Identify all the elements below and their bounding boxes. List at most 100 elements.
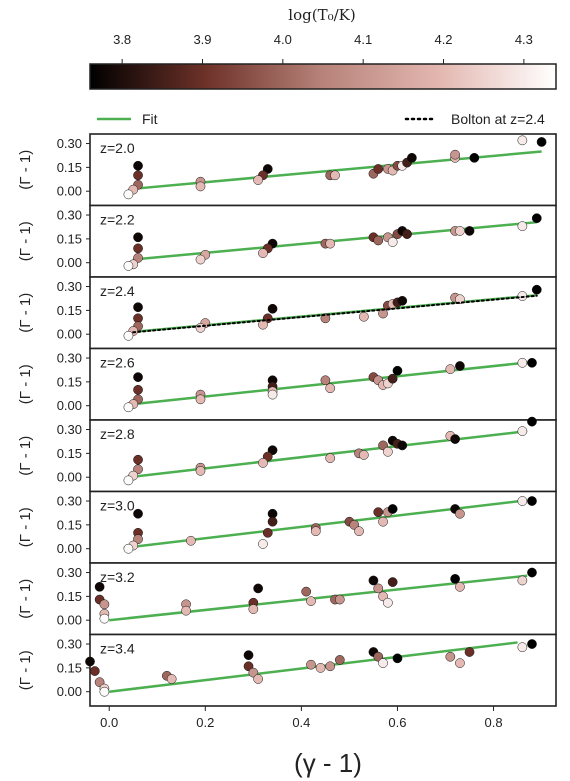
data-point	[387, 373, 398, 384]
colorbar-tick-label: 4.2	[434, 32, 452, 47]
data-point	[166, 674, 177, 684]
data-point	[517, 642, 528, 653]
y-axis-label: (Γ - 1)	[17, 150, 34, 190]
y-tick-label: 0.15	[57, 446, 82, 461]
data-point	[387, 237, 398, 247]
data-point	[527, 357, 537, 368]
data-point	[262, 527, 273, 538]
data-point	[397, 295, 408, 306]
panel-label: z=2.4	[100, 283, 135, 299]
data-point	[517, 575, 528, 586]
y-tick-label: 0.30	[57, 208, 82, 223]
data-point	[455, 581, 465, 592]
data-point	[517, 496, 528, 506]
data-point	[527, 567, 537, 578]
data-point	[455, 658, 465, 668]
panels: 0.00 0.15 0.30 (Γ - 1) z=2.0 0.00 0.15 0.30 (Γ -…	[17, 133, 557, 707]
data-point	[517, 221, 528, 232]
panel-z=2.4: 0.00 0.15 0.30 (Γ - 1) z=2.4	[17, 276, 557, 350]
data-point	[267, 516, 278, 527]
x-tick-label: 0.0	[100, 715, 118, 730]
data-point	[301, 586, 312, 597]
data-point	[527, 496, 537, 506]
data-point	[464, 647, 475, 657]
panel-label: z=3.0	[100, 498, 135, 514]
data-point	[531, 213, 542, 224]
data-point	[450, 149, 460, 160]
data-point	[267, 389, 278, 400]
legend: Fit Bolton at z=2.4	[97, 111, 545, 127]
y-axis-label: (Γ - 1)	[17, 293, 34, 333]
y-tick-label: 0.30	[57, 279, 82, 294]
data-point	[99, 686, 110, 697]
y-tick-label: 0.00	[57, 184, 82, 199]
data-point	[531, 284, 542, 295]
data-point	[527, 639, 537, 649]
data-point	[133, 454, 143, 465]
data-point	[258, 458, 268, 468]
colorbar-ticks: 3.8 3.9 4.0 4.1 4.2 4.3	[113, 32, 533, 64]
data-point	[243, 650, 254, 661]
data-point	[517, 426, 528, 436]
data-point	[123, 475, 134, 486]
data-point	[378, 658, 388, 668]
data-point	[89, 666, 100, 676]
data-point	[354, 526, 364, 537]
data-point	[383, 446, 393, 457]
data-point	[94, 581, 105, 592]
x-tick-label: 0.6	[388, 715, 406, 730]
y-tick-label: 0.15	[57, 517, 82, 532]
data-point	[397, 440, 408, 451]
data-point	[368, 575, 379, 586]
panel-frame	[89, 276, 557, 350]
data-point	[387, 577, 398, 587]
data-point	[133, 384, 143, 395]
data-point	[536, 137, 547, 147]
data-point	[123, 261, 134, 271]
x-tick-label: 0.4	[292, 715, 310, 730]
y-tick-label: 0.00	[57, 470, 82, 485]
data-point	[258, 539, 268, 549]
data-point	[392, 653, 403, 664]
y-tick-label: 0.30	[57, 637, 82, 652]
data-point	[325, 453, 336, 463]
x-tick-label: 0.8	[485, 715, 503, 730]
colorbar-tick-label: 4.1	[354, 32, 372, 47]
data-point	[195, 181, 206, 192]
data-point	[195, 394, 206, 405]
data-point	[392, 365, 403, 376]
legend-fit-label: Fit	[142, 111, 158, 127]
data-point	[253, 175, 263, 185]
data-point	[133, 508, 143, 519]
y-tick-label: 0.00	[57, 327, 82, 342]
y-tick-label: 0.00	[57, 541, 82, 556]
colorbar-tick-label: 4.0	[274, 32, 292, 47]
y-tick-label: 0.30	[57, 351, 82, 366]
bolton-line	[132, 294, 538, 334]
colorbar-tick-label: 4.3	[515, 32, 533, 47]
y-axis-label: (Γ - 1)	[17, 221, 34, 261]
panel-z=2.0: 0.00 0.15 0.30 (Γ - 1) z=2.0	[17, 133, 557, 207]
data-point	[195, 254, 206, 265]
data-point	[320, 375, 331, 386]
data-point	[450, 574, 460, 584]
data-point	[123, 402, 134, 413]
panel-label: z=3.4	[100, 641, 135, 657]
data-point	[123, 189, 134, 200]
y-axis-label: (Γ - 1)	[17, 507, 34, 547]
data-point	[358, 450, 369, 460]
y-tick-label: 0.30	[57, 494, 82, 509]
data-point	[133, 302, 143, 313]
data-point	[517, 135, 528, 146]
data-point	[186, 535, 196, 546]
data-point	[123, 543, 134, 554]
panel-label: z=2.0	[100, 140, 135, 156]
data-point	[334, 655, 345, 665]
y-axis-label: (Γ - 1)	[17, 650, 34, 690]
y-tick-label: 0.15	[57, 231, 82, 246]
data-point	[387, 504, 398, 514]
data-point	[85, 656, 95, 667]
data-point	[455, 361, 465, 371]
data-point	[315, 663, 326, 673]
data-point	[373, 164, 384, 174]
